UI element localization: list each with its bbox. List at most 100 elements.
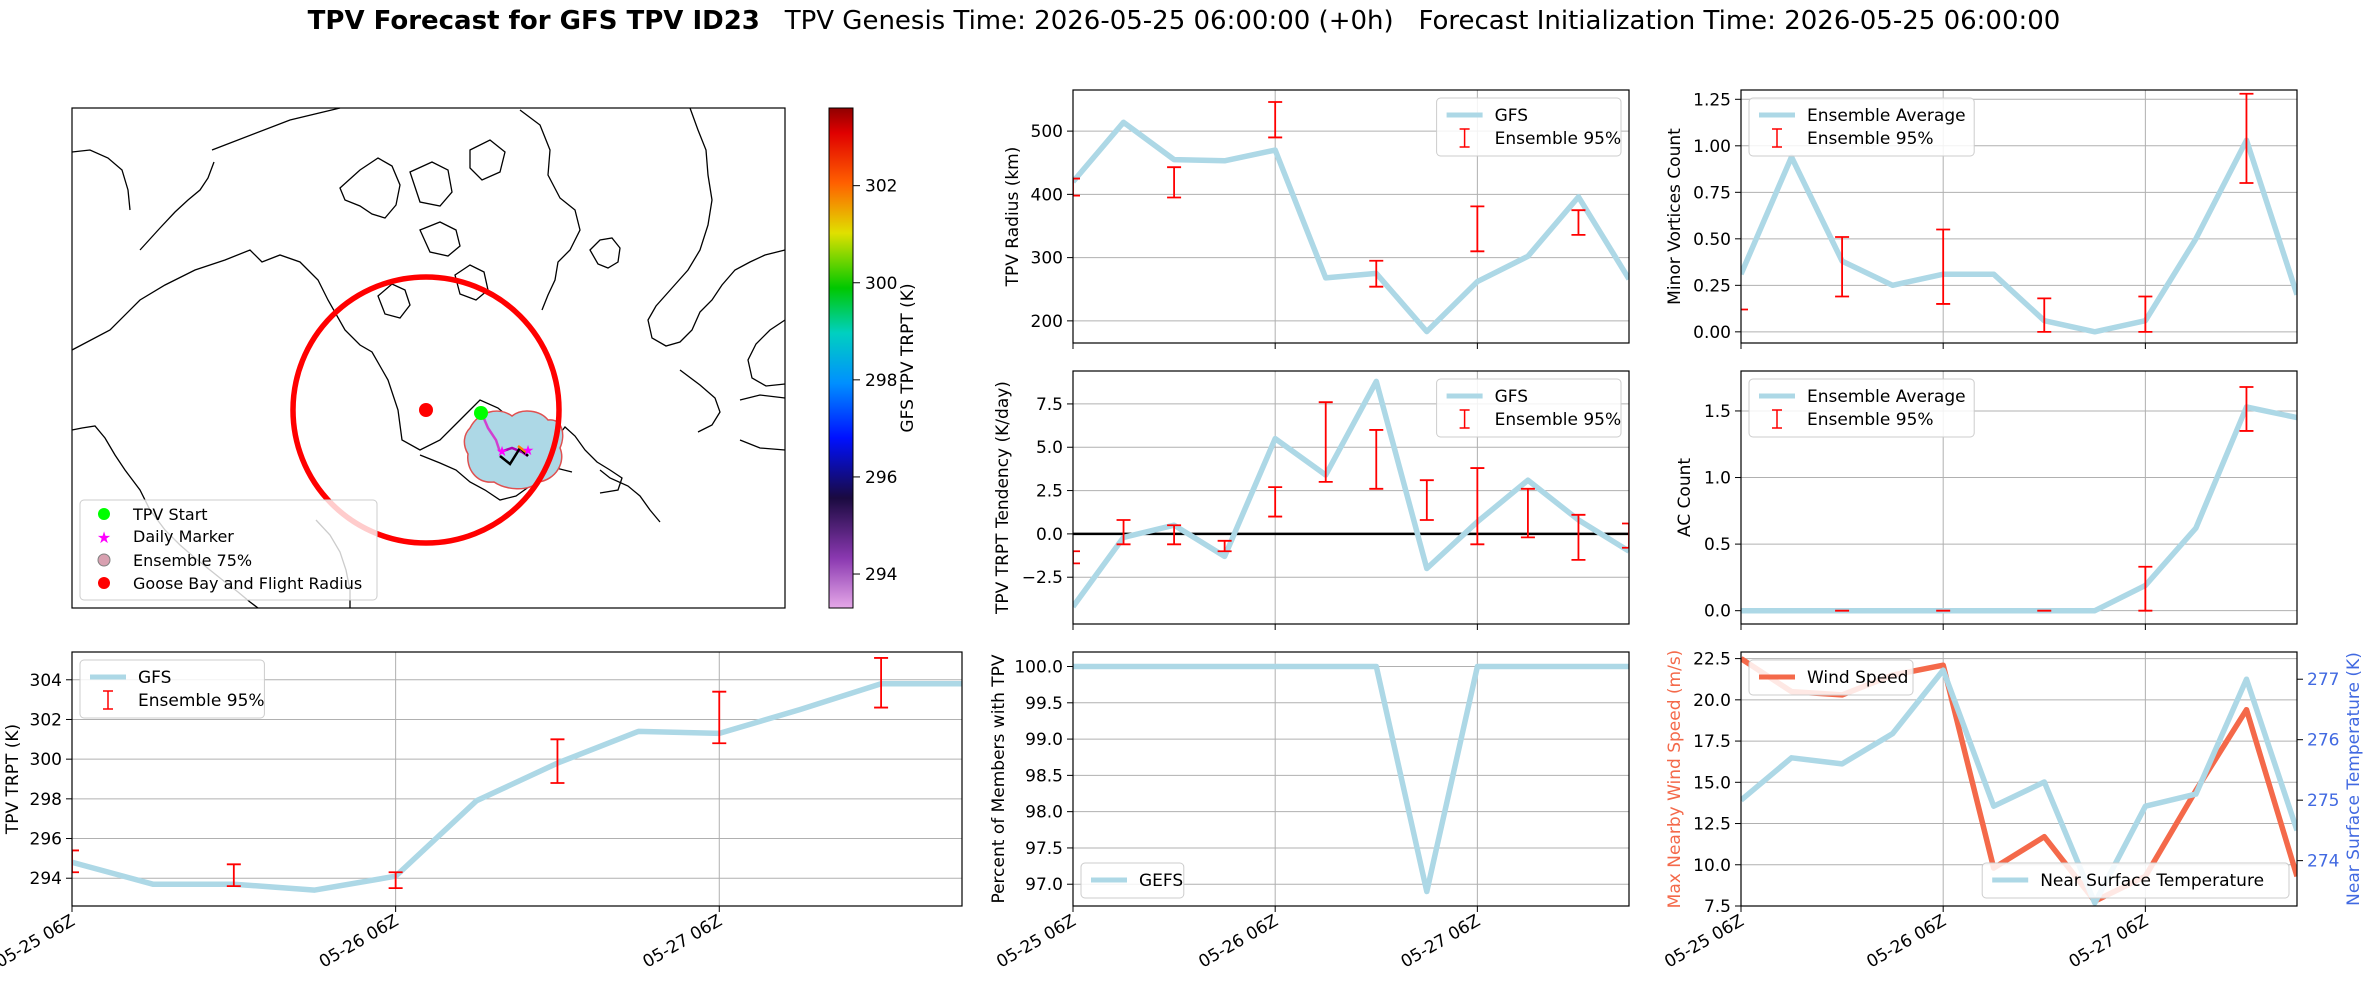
tpv-track: [480, 413, 529, 466]
legend-box: [79, 659, 265, 719]
chart-radius: 200 300 400 500 TPV Radius (km) GFS Ensemble 9…: [1003, 89, 1630, 349]
daily-markers: ★ ★: [496, 443, 535, 460]
legend-ensemble-75-icon: [97, 553, 111, 567]
legend-errorbar-icon: [1459, 128, 1470, 148]
errorbar: [2138, 565, 2153, 612]
x-tick-label: 05-27 06Z: [639, 911, 725, 972]
y-axis-label: TPV Radius (km): [1003, 147, 1023, 288]
errorbar: [1268, 101, 1283, 139]
errorbar: [2138, 295, 2153, 333]
plot-frame: [1740, 370, 2298, 625]
y-tick-label: 294: [30, 869, 62, 889]
errorbar: [2037, 297, 2052, 333]
x-tick-label: 05-25 06Z: [993, 911, 1079, 972]
legend-label: GFS: [1495, 106, 1528, 126]
errorbar: [1167, 166, 1182, 199]
y-tick-label: 302: [30, 710, 62, 730]
chart-trpt-tendency: −2.5 0.0 2.5 5.0 7.5 TPV TRPT Tendency (K/day…: [993, 370, 1630, 630]
map-legend-box: [79, 499, 378, 601]
errorbar: [1073, 177, 1080, 197]
legend: GFS Ensemble 95%: [1436, 97, 1622, 157]
x-tick-label: 05-26 06Z: [1195, 911, 1281, 972]
y-tick-label: 97.0: [1025, 875, 1063, 895]
legend-goose-bay-icon: [98, 577, 110, 589]
y-tick-label: 10.0: [1693, 856, 1731, 876]
series-line-gfs: [72, 680, 962, 893]
errorbar: [1470, 467, 1485, 546]
series-line-gfs: [1073, 378, 1629, 609]
errorbar: [1217, 539, 1232, 553]
errorbar: [1318, 401, 1333, 483]
plot-area: [72, 657, 962, 893]
y-tick-label: 5.0: [1036, 438, 1063, 458]
y-tick-label-right: 277: [2307, 670, 2339, 690]
errorbar: [712, 690, 727, 745]
legend-box: [1436, 378, 1622, 438]
legend-errorbar-icon: [103, 690, 113, 710]
errorbar: [1571, 209, 1586, 236]
legend-box: [1748, 97, 1975, 157]
errorbar: [1369, 259, 1384, 288]
errorbar: [1268, 486, 1283, 518]
errorbar: [1167, 524, 1182, 546]
errorbar: [1520, 487, 1535, 539]
legend-daily-marker-label: Daily Marker: [133, 527, 234, 546]
legend-tpv-start-icon: [98, 508, 110, 520]
y-tick-label: 99.0: [1025, 730, 1063, 750]
y-tick-label: 0.0: [1704, 602, 1731, 622]
colorbar-tick-label: 296: [865, 468, 897, 488]
x-tick-label: 05-27 06Z: [1398, 911, 1484, 972]
y-tick-label: 0.5: [1704, 535, 1731, 555]
legend-label: Ensemble 95%: [1495, 410, 1622, 430]
legend-label: GEFS: [1139, 871, 1183, 891]
legend-right-label: Near Surface Temperature: [2040, 871, 2264, 891]
y-tick-label: 99.5: [1025, 694, 1063, 714]
y-tick-label: 12.5: [1693, 815, 1731, 835]
legend-box: [1436, 97, 1622, 157]
y-tick-label: 1.5: [1704, 402, 1731, 422]
title-bold: TPV Forecast for GFS TPV ID23: [307, 6, 760, 36]
y-tick-label: 0.50: [1693, 230, 1731, 250]
legend-daily-marker-icon: ★: [97, 528, 111, 547]
series-line-near-surface-temperature: [1741, 667, 2297, 906]
legend-ensemble-75-label: Ensemble 75%: [133, 551, 252, 570]
legend: Ensemble Average Ensemble 95%: [1748, 378, 1975, 438]
plot-area: [1741, 386, 2297, 614]
legend-label: Ensemble 95%: [1495, 129, 1622, 149]
init-time: Forecast Initialization Time: 2026-05-25…: [1418, 6, 2061, 36]
series-line-ensemble-average: [1741, 404, 2297, 614]
y-tick-label: 1.25: [1693, 90, 1731, 110]
series-line-gefs: [1073, 663, 1629, 895]
y-tick-label: 0.0: [1036, 525, 1063, 545]
y-tick-label: 0.00: [1693, 323, 1731, 343]
y-tick-label: 7.5: [1704, 897, 1731, 917]
errorbar: [2239, 386, 2254, 432]
legend-label: GFS: [1495, 387, 1528, 407]
y-tick-label: 98.5: [1025, 766, 1063, 786]
errorbar: [874, 657, 889, 709]
errorbar: [1116, 519, 1131, 546]
goose-bay-marker: [419, 403, 433, 417]
y-tick-label-right: 276: [2307, 731, 2339, 751]
legend-label: Ensemble 95%: [138, 691, 265, 711]
y-tick-label: 20.0: [1693, 691, 1731, 711]
series-line-ensemble-average: [1741, 137, 2297, 335]
colorbar-tick-label: 300: [865, 274, 897, 294]
legend-tpv-start-label: TPV Start: [132, 505, 208, 524]
errorbar: [1470, 205, 1485, 253]
errorbar: [1835, 236, 1850, 298]
y-tick-label: −2.5: [1022, 568, 1063, 588]
legend-label: Wind Speed: [1807, 668, 1908, 688]
y-tick-label: 97.5: [1025, 839, 1063, 859]
plot-area: [1741, 92, 2297, 335]
plot-frame: [1072, 370, 1630, 625]
chart-minor-vortices: 0.00 0.25 0.50 0.75 1.00 1.25 Minor Vortices C…: [1665, 89, 2298, 349]
y-tick-label: 500: [1031, 122, 1063, 142]
errorbar: [1936, 228, 1951, 305]
x-tick-label: 05-26 06Z: [316, 911, 402, 972]
y-tick-label: 1.00: [1693, 137, 1731, 157]
genesis-time: TPV Genesis Time: 2026-05-25 06:00:00 (+…: [784, 6, 1394, 36]
y-axis-label: Minor Vortices Count: [1665, 128, 1685, 305]
